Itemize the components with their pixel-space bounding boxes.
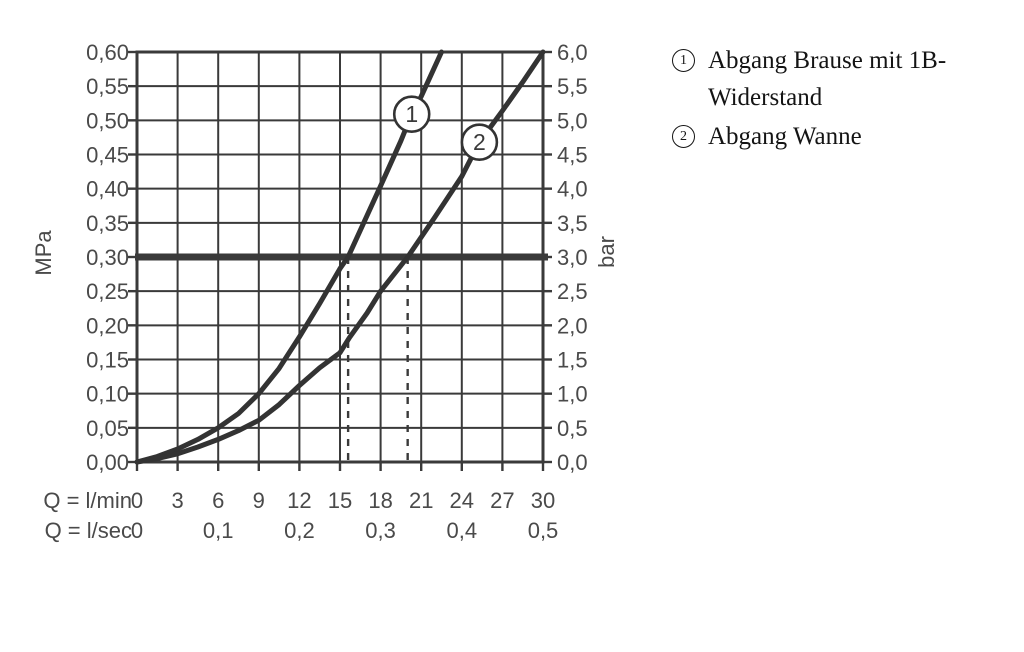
x-lmin-tick-label: 6 [212,488,224,513]
y-right-tick-label: 3,5 [557,211,588,236]
legend-label-1: Abgang Brause mit 1B-Widerstand [708,47,947,111]
y-right-tick-label: 4,5 [557,143,588,168]
x-lsec-tick-label: 0,4 [447,518,478,543]
x-lsec-tick-label: 0,5 [528,518,559,543]
x-lsec-tick-label: 0 [131,518,143,543]
curve-marker-label-2: 2 [473,129,486,155]
y-right-tick-label: 1,0 [557,382,588,407]
legend: 1 Abgang Brause mit 1B-Widerstand 2 Abga… [672,42,972,157]
x-lmin-tick-label: 24 [450,488,474,513]
y-right-tick-label: 3,0 [557,245,588,270]
y-left-tick-label: 0,25 [86,279,129,304]
y-left-axis-unit: MPa [31,230,56,276]
curve-marker-2 [460,123,499,161]
curve-path-1 [134,49,444,465]
y-left-tick-label: 0,00 [86,450,129,475]
legend-label-2: Abgang Wanne [708,123,862,150]
y-right-tick-label: 5,5 [557,74,588,99]
y-right-tick-label: 0,5 [557,416,588,441]
legend-item-2: 2 Abgang Wanne [672,118,972,155]
curve-marker-label-1: 1 [405,101,418,127]
y-left-tick-label: 0,05 [86,416,129,441]
y-left-tick-label: 0,15 [86,348,129,373]
y-left-tick-label: 0,55 [86,74,129,99]
x-lmin-tick-label: 3 [171,488,183,513]
y-right-tick-label: 5,0 [557,108,588,133]
x-axis-lmin-label: Q = l/min [43,488,132,513]
y-left-tick-label: 0,50 [86,108,129,133]
x-lmin-tick-label: 27 [490,488,514,513]
y-right-tick-label: 2,5 [557,279,588,304]
x-lmin-tick-label: 21 [409,488,433,513]
y-right-tick-label: 0,0 [557,450,588,475]
y-right-tick-label: 4,0 [557,177,588,202]
y-left-tick-label: 0,45 [86,143,129,168]
x-lsec-tick-label: 0,3 [365,518,396,543]
x-lmin-tick-label: 9 [253,488,265,513]
x-lmin-tick-label: 0 [131,488,143,513]
legend-item-1: 1 Abgang Brause mit 1B-Widerstand [672,42,972,116]
x-lsec-tick-label: 0,2 [284,518,315,543]
y-right-tick-label: 2,0 [557,313,588,338]
y-right-axis-unit: bar [594,236,619,268]
x-lmin-tick-label: 18 [368,488,392,513]
x-lsec-tick-label: 0,1 [203,518,234,543]
x-lmin-tick-label: 30 [531,488,555,513]
y-right-tick-label: 1,5 [557,348,588,373]
y-left-tick-label: 0,20 [86,313,129,338]
legend-marker-1: 1 [672,49,695,72]
y-left-tick-label: 0,30 [86,245,129,270]
y-right-tick-label: 6,0 [557,40,588,65]
curve-marker-1 [392,95,431,133]
legend-marker-2: 2 [672,125,695,148]
y-left-tick-label: 0,60 [86,40,129,65]
x-lmin-tick-label: 15 [328,488,352,513]
x-lmin-tick-label: 12 [287,488,311,513]
y-left-tick-label: 0,10 [86,382,129,407]
x-axis-lsec-label: Q = l/sec [45,518,132,543]
y-left-tick-label: 0,35 [86,211,129,236]
y-left-tick-label: 0,40 [86,177,129,202]
